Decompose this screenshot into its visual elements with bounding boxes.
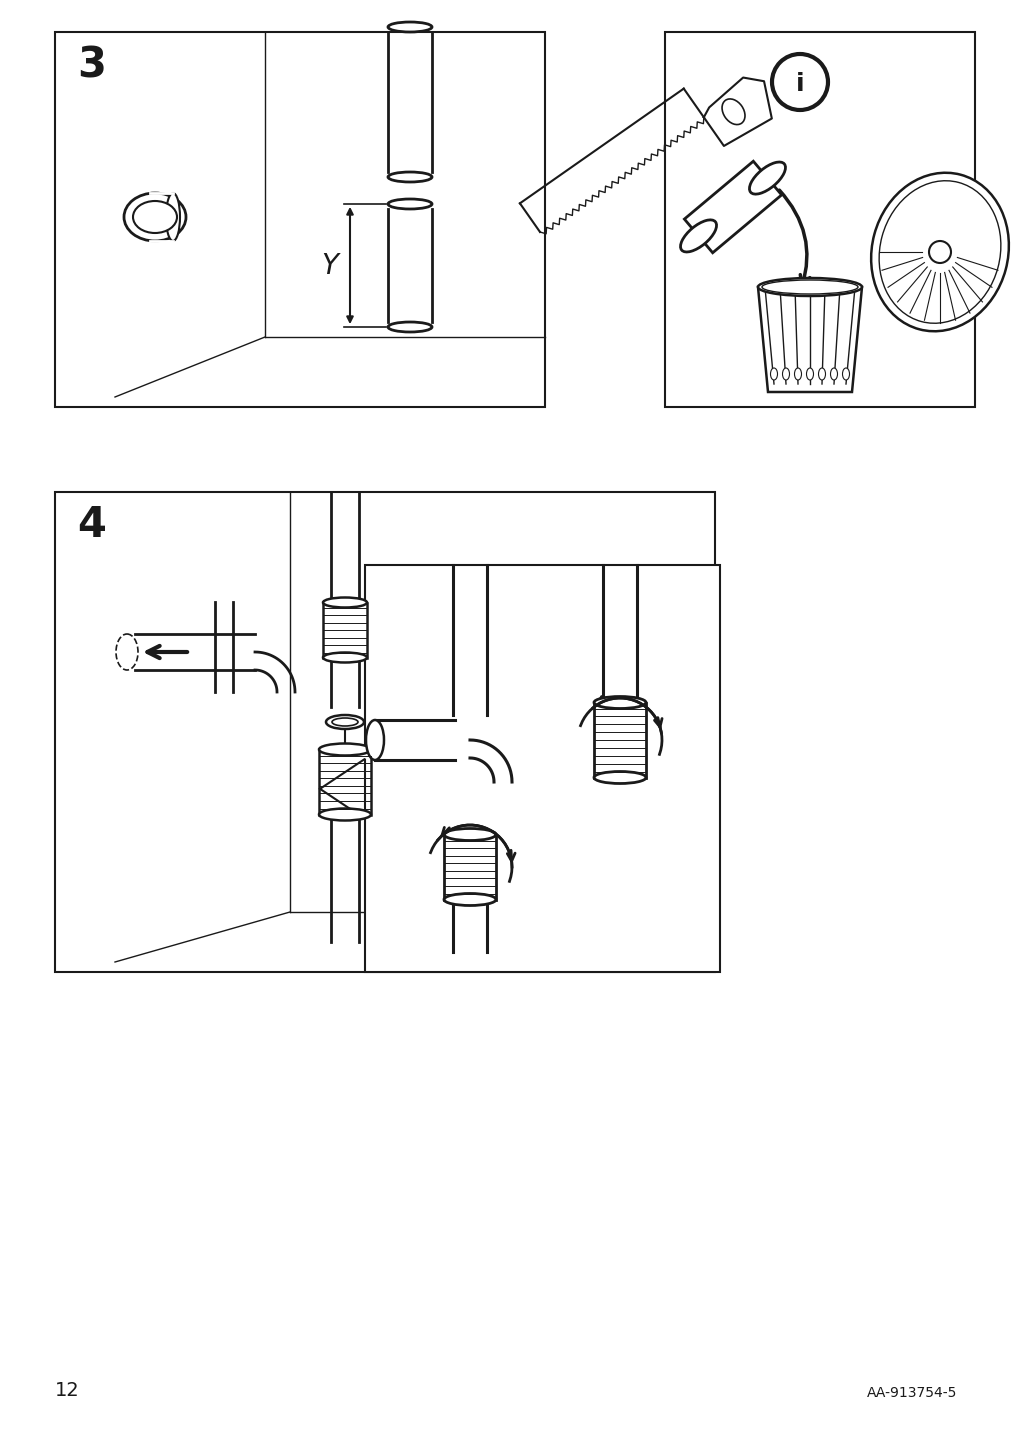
Bar (323, 603, 367, 657)
Ellipse shape (323, 597, 367, 607)
Circle shape (771, 54, 827, 110)
Bar (55, 32, 545, 407)
Polygon shape (757, 286, 861, 392)
Bar (318, 749, 371, 815)
Ellipse shape (387, 322, 432, 332)
Ellipse shape (679, 221, 716, 252)
Ellipse shape (593, 696, 645, 709)
Ellipse shape (387, 21, 432, 32)
Ellipse shape (818, 368, 825, 379)
Ellipse shape (757, 278, 861, 296)
Text: i: i (795, 72, 804, 96)
Ellipse shape (387, 172, 432, 182)
Ellipse shape (326, 715, 364, 729)
Polygon shape (319, 759, 365, 819)
Ellipse shape (794, 368, 801, 379)
Bar (444, 835, 495, 899)
Ellipse shape (366, 720, 383, 760)
Text: AA-913754-5: AA-913754-5 (865, 1386, 956, 1400)
Ellipse shape (318, 809, 371, 821)
Ellipse shape (721, 99, 744, 125)
Ellipse shape (879, 180, 1000, 324)
Bar (664, 32, 974, 407)
Ellipse shape (323, 653, 367, 663)
Ellipse shape (387, 199, 432, 209)
Ellipse shape (928, 241, 950, 263)
Ellipse shape (593, 772, 645, 783)
Ellipse shape (444, 829, 495, 841)
Bar (365, 566, 719, 972)
Ellipse shape (830, 368, 837, 379)
Ellipse shape (842, 368, 848, 379)
Ellipse shape (132, 200, 177, 233)
Text: 4: 4 (77, 504, 106, 546)
Ellipse shape (318, 743, 371, 756)
Text: Y: Y (321, 252, 338, 279)
Ellipse shape (761, 281, 857, 294)
Bar (55, 493, 715, 972)
Ellipse shape (332, 717, 358, 726)
Polygon shape (683, 162, 780, 253)
Ellipse shape (116, 634, 137, 670)
Ellipse shape (749, 162, 785, 195)
Ellipse shape (806, 368, 813, 379)
Ellipse shape (769, 368, 776, 379)
Ellipse shape (782, 368, 789, 379)
Text: 12: 12 (55, 1380, 80, 1400)
Ellipse shape (124, 193, 186, 241)
Ellipse shape (444, 894, 495, 905)
Bar (593, 703, 645, 778)
Ellipse shape (870, 173, 1008, 331)
Bar (150, 193, 173, 241)
Ellipse shape (166, 193, 180, 241)
Text: 3: 3 (77, 44, 106, 86)
